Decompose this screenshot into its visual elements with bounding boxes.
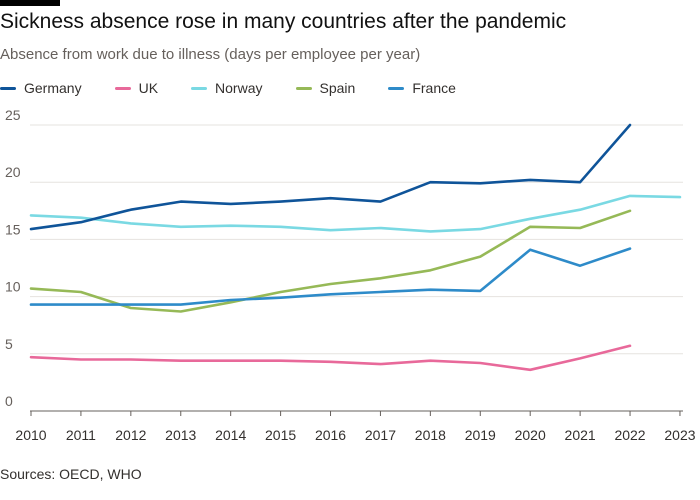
- legend-swatch: [388, 86, 405, 90]
- legend-item-germany: Germany: [0, 80, 82, 96]
- x-tick-label: 2019: [465, 427, 496, 443]
- x-tick-label: 2012: [115, 427, 146, 443]
- y-tick-label: 25: [5, 107, 21, 123]
- x-tick-label: 2014: [215, 427, 246, 443]
- legend-item-spain: Spain: [295, 80, 356, 96]
- x-tick-label: 2016: [315, 427, 346, 443]
- legend-item-norway: Norway: [191, 80, 263, 96]
- legend-swatch: [0, 86, 16, 90]
- series-line-norway: [29, 194, 682, 233]
- legend-item-france: France: [388, 80, 456, 96]
- legend-swatch: [295, 86, 312, 90]
- legend-label: Germany: [24, 80, 82, 96]
- line-chart: 0 5 10 15 20 25 2010 2011 2012 2013 2014 2015 2016 20…: [5, 107, 696, 443]
- legend-item-uk: UK: [114, 80, 159, 96]
- x-tick-label: 2018: [415, 427, 446, 443]
- legend-label: UK: [138, 80, 159, 96]
- series-line-uk: [29, 344, 632, 372]
- series-line-spain: [29, 209, 632, 313]
- y-tick-label: 15: [5, 221, 21, 237]
- legend: Germany UK Norway Spain France: [0, 78, 489, 98]
- x-tick-label: 2022: [614, 427, 645, 443]
- series-line-germany: [29, 123, 632, 231]
- x-tick-label: 2010: [15, 427, 46, 443]
- x-tick-label: 2011: [66, 427, 96, 443]
- source-note: Sources: OECD, WHO: [0, 466, 142, 482]
- legend-label: Norway: [215, 80, 263, 96]
- chart-subtitle: Absence from work due to illness (days p…: [0, 46, 421, 63]
- y-tick-label: 20: [5, 164, 21, 180]
- x-tick-label: 2023: [664, 427, 695, 443]
- x-tick-label: 2015: [265, 427, 296, 443]
- x-tick-label: 2017: [365, 427, 396, 443]
- x-tick-label: 2020: [515, 427, 546, 443]
- x-tick-label: 2013: [165, 427, 196, 443]
- x-tick-label: 2021: [565, 427, 596, 443]
- brand-bar: [0, 0, 60, 6]
- y-tick-label: 0: [5, 393, 13, 409]
- y-tick-label: 10: [5, 279, 21, 295]
- chart-title: Sickness absence rose in many countries …: [0, 10, 567, 33]
- y-tick-label: 5: [5, 336, 13, 352]
- series-line-france: [29, 247, 632, 306]
- legend-label: Spain: [319, 80, 356, 96]
- legend-swatch: [191, 86, 208, 90]
- legend-swatch: [114, 86, 131, 90]
- legend-label: France: [412, 80, 456, 96]
